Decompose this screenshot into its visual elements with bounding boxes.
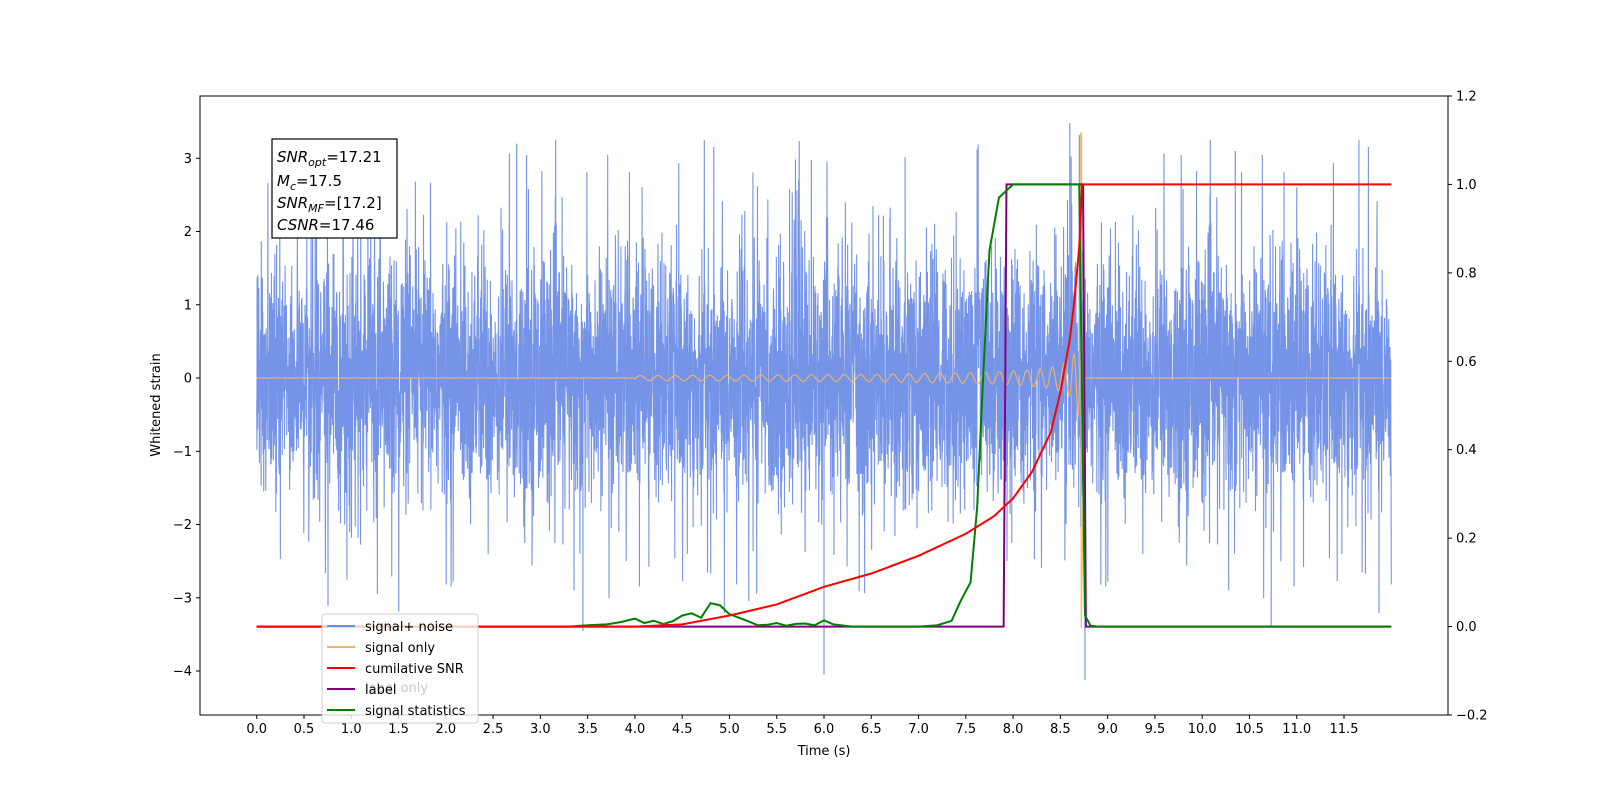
y-left-tick-label: −3 [173,591,192,606]
legend-label: signal only [365,641,435,656]
x-axis-label: Time (s) [797,744,851,759]
y-left-tick-label: 0 [184,372,192,387]
series-layer [256,123,1392,680]
y-right-tick-label: 0.8 [1456,266,1477,281]
x-tick-label: 5.5 [766,722,787,737]
y-right-tick-label: 0.6 [1456,355,1477,370]
x-tick-label: 2.5 [483,722,504,737]
legend: label only signal+ noise signal only cumil… [321,613,479,724]
x-tick-label: 7.5 [955,722,976,737]
x-tick-label: 4.0 [625,722,646,737]
y-axis-left: −4 −3 −2 −1 0 1 2 3 [173,152,200,680]
y-right-tick-label: 0.0 [1456,620,1477,635]
y-left-tick-label: −1 [173,445,192,460]
y-right-tick-label: 0.2 [1456,532,1477,547]
y-left-tick-label: 1 [184,298,192,313]
y-right-tick-label: −0.2 [1456,709,1488,724]
series-cumulative-snr [256,183,1392,628]
x-tick-label: 11.5 [1330,722,1359,737]
x-tick-label: 3.5 [577,722,598,737]
x-tick-label: 9.0 [1097,722,1118,737]
y-axis-label: Whitened strain [149,353,164,456]
x-tick-label: 0.5 [294,722,315,737]
legend-hidden-text: label only [365,681,428,696]
legend-label: label [365,683,396,698]
x-tick-label: 1.0 [341,722,362,737]
x-tick-label: 8.0 [1003,722,1024,737]
y-left-tick-label: −2 [173,518,192,533]
info-mc: Mc=17.5 [277,172,342,193]
x-tick-label: 9.5 [1145,722,1166,737]
y-left-tick-label: 3 [184,152,192,167]
x-tick-label: 8.5 [1050,722,1071,737]
x-tick-label: 3.0 [530,722,551,737]
y-left-tick-label: 2 [184,225,192,240]
x-axis: 0.0 0.5 1.0 1.5 2.0 2.5 3.0 3.5 4.0 4.5 5.0 5.5 6.0 6… [246,715,1358,737]
legend-label: cumilative SNR [365,662,464,677]
series-signal-statistics [256,183,1392,628]
legend-label: signal statistics [365,704,466,719]
x-tick-label: 2.0 [435,722,456,737]
x-tick-label: 0.0 [246,722,267,737]
y-right-tick-label: 0.4 [1456,443,1477,458]
x-tick-label: 4.5 [672,722,693,737]
y-right-tick-label: 1.2 [1456,90,1477,105]
x-tick-label: 6.5 [861,722,882,737]
series-signal-only [256,271,1392,629]
x-tick-label: 10.0 [1188,722,1217,737]
x-tick-label: 5.0 [719,722,740,737]
info-box: SNRopt=17.21 Mc=17.5 SNRMF=[17.2] CSNR=1… [271,138,398,239]
x-tick-label: 10.5 [1235,722,1264,737]
x-tick-label: 7.0 [908,722,929,737]
x-tick-label: 11.0 [1282,722,1311,737]
x-tick-label: 1.5 [388,722,409,737]
y-axis-right: −0.2 0.0 0.2 0.4 0.6 0.8 1.0 1.2 [1448,90,1488,724]
info-snr-mf: SNRMF=[17.2] [277,194,382,215]
y-right-tick-label: 1.0 [1456,178,1477,193]
info-csnr: CSNR=17.46 [277,216,374,234]
x-tick-label: 6.0 [814,722,835,737]
y-left-tick-label: −4 [173,665,192,680]
legend-label: signal+ noise [365,620,453,635]
info-snr-opt: SNRopt=17.21 [277,148,382,169]
